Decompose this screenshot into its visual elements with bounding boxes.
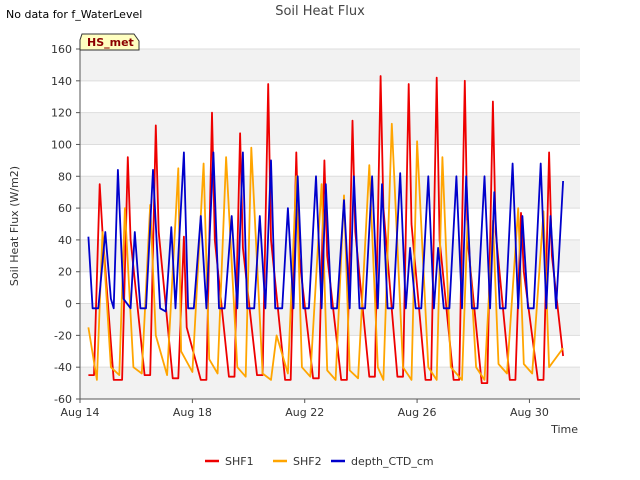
site-badge: HS_met <box>79 33 140 51</box>
series-line-shf1 <box>88 75 564 385</box>
chart-title: Soil Heat Flux <box>275 4 365 19</box>
y-tick-label: 20 <box>58 266 72 279</box>
grid-band <box>80 49 580 81</box>
y-tick-label: 40 <box>58 234 72 247</box>
y-tick-label: -20 <box>54 329 72 342</box>
y-tick-label: -40 <box>54 361 72 374</box>
site-badge-label: HS_met <box>87 36 134 49</box>
grid-band <box>80 112 580 145</box>
x-tick-label: Aug 26 <box>398 406 437 419</box>
x-tick-label: Aug 22 <box>285 406 324 419</box>
x-axis-label: Time <box>550 423 578 436</box>
y-tick-label: 160 <box>51 43 72 56</box>
y-axis-label: Soil Heat Flux (W/m2) <box>8 166 21 286</box>
chart-axes: -60 -40 -20 0 20 40 60 80 100 120 140 160 Aug 14 Aug … <box>51 43 580 419</box>
legend-label: SHF1 <box>225 455 254 468</box>
series-layer <box>87 75 564 385</box>
legend-label: depth_CTD_cm <box>351 455 434 468</box>
y-tick-label: 100 <box>51 138 72 151</box>
x-tick-label: Aug 18 <box>173 406 212 419</box>
legend-label: SHF2 <box>293 455 322 468</box>
x-tick-label: Aug 14 <box>61 406 100 419</box>
y-tick-label: -60 <box>54 393 72 406</box>
y-tick-label: 0 <box>65 298 72 311</box>
series-line-shf2 <box>87 122 564 381</box>
grid-band <box>80 176 580 209</box>
no-data-note: No data for f_WaterLevel <box>6 8 143 21</box>
y-tick-label: 80 <box>58 170 72 183</box>
chart-legend: SHF1 SHF2 depth_CTD_cm <box>205 455 434 468</box>
y-tick-label: 60 <box>58 202 72 215</box>
y-tick-label: 120 <box>51 107 72 120</box>
series-line-depth-ctd-cm <box>87 151 564 313</box>
x-tick-label: Aug 30 <box>510 406 549 419</box>
y-tick-label: 140 <box>51 75 72 88</box>
